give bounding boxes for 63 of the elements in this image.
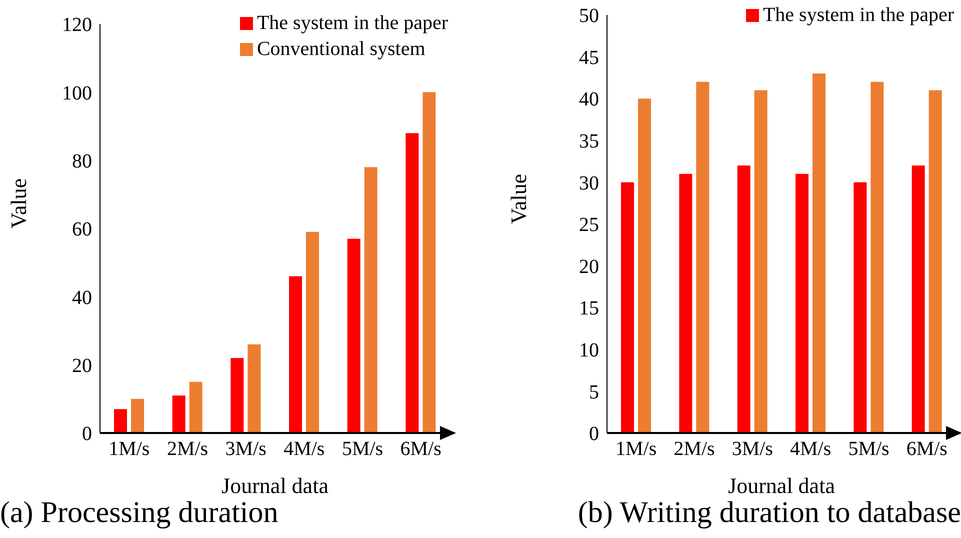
y-tick-label: 40 [72,286,92,309]
x-tick-label: 2M/s [166,438,208,460]
bar [248,344,261,433]
bar [347,238,360,433]
bar [928,90,942,433]
y-tick-label: 25 [579,214,599,236]
x-tick-label: 6M/s [400,438,442,460]
x-tick-label: 6M/s [906,438,948,460]
bar [131,398,144,433]
x-tick-label: 2M/s [674,438,716,460]
bar [114,409,127,433]
y-tick-label: 100 [62,82,92,104]
x-tick-label: 5M/s [848,438,890,460]
bar [912,165,925,433]
text: (b) Writing duration to database [576,496,961,530]
bar [870,82,884,433]
y-tick-label: 0 [82,423,92,446]
bar [621,182,634,433]
legend-label: The system in the paper [256,11,448,36]
y-tick-label: 45 [579,46,599,69]
x-tick-label: 1M/s [108,438,150,460]
bar [854,182,867,433]
y-axis-title: Value [6,178,31,228]
x-axis-title: Journal data [728,473,836,498]
bar [289,276,302,433]
legend-label: The system in the paper [762,3,954,28]
y-tick-label: 35 [579,130,599,152]
bar [230,358,244,433]
y-tick-label: 5 [589,381,599,404]
x-tick-label: 4M/s [284,438,325,460]
bar [422,92,436,433]
bar [679,174,692,433]
bar [696,82,710,433]
y-tick-label: 30 [579,172,599,194]
y-axis-title: Value [506,174,531,224]
bar [638,98,651,433]
x-tick-label: 3M/s [225,438,267,460]
bar [306,232,319,433]
bar [796,174,808,433]
bar [189,382,202,433]
text: (a) Processing duration [0,496,280,530]
x-tick-label: 3M/s [732,438,774,460]
y-tick-label: 120 [62,14,92,36]
y-tick-label: 0 [589,423,599,446]
y-tick-label: 60 [72,218,92,241]
x-tick-label: 4M/s [790,438,832,460]
y-tick-label: 15 [579,298,599,320]
bar [737,165,750,433]
bar [812,74,826,433]
y-tick-label: 50 [579,5,599,28]
y-tick-label: 20 [72,354,92,377]
y-tick-label: 20 [579,256,599,278]
bar [406,133,419,433]
x-tick-label: 5M/s [342,438,384,460]
bar [754,90,768,433]
x-axis-title: Journal data [222,473,329,498]
legend-label: Conventional system [256,37,426,62]
x-tick-label: 1M/s [616,438,657,460]
y-tick-label: 40 [579,88,599,111]
bar [172,396,186,433]
y-tick-label: 10 [579,340,599,362]
bar [364,167,378,433]
y-tick-label: 80 [72,150,92,172]
